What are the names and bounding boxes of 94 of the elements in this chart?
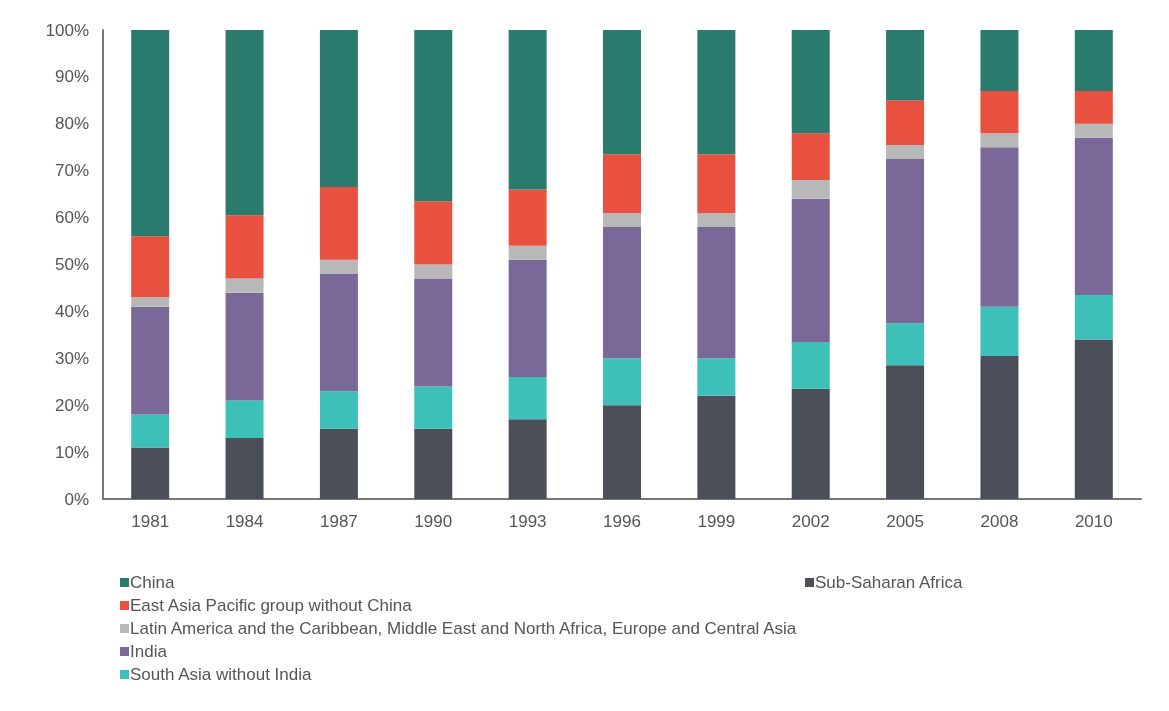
bar — [131, 30, 170, 237]
bar — [791, 133, 830, 181]
bar — [1074, 137, 1113, 295]
bar — [131, 236, 170, 298]
bar — [791, 180, 830, 199]
bar — [980, 30, 1019, 91]
bar — [225, 400, 264, 439]
bar — [980, 133, 1019, 148]
bar — [980, 147, 1019, 307]
y-tick-label: 10% — [54, 442, 89, 462]
bar — [697, 30, 736, 155]
bar — [508, 189, 547, 246]
bar — [886, 30, 925, 101]
bar — [319, 428, 358, 499]
bar — [225, 215, 264, 279]
bar — [697, 358, 736, 396]
bar — [508, 30, 547, 190]
bar — [603, 226, 641, 359]
bar — [980, 355, 1019, 499]
bar — [697, 226, 736, 359]
bar — [980, 306, 1019, 356]
y-tick-label: 70% — [54, 161, 89, 181]
bar — [603, 30, 641, 155]
bar — [319, 273, 358, 392]
x-tick-label: 1984 — [225, 512, 264, 531]
bar — [319, 187, 358, 260]
bar — [886, 144, 925, 159]
bar — [225, 278, 264, 293]
legend-label: East Asia Pacific group without China — [130, 596, 413, 615]
bar — [508, 419, 547, 499]
bar — [508, 245, 547, 260]
bar — [414, 264, 453, 279]
bar — [1074, 294, 1113, 340]
bar — [886, 100, 925, 145]
bar — [414, 30, 453, 202]
bar — [131, 306, 170, 415]
bar — [414, 278, 453, 387]
y-tick-label: 100% — [45, 20, 89, 40]
bar — [414, 201, 453, 265]
y-tick-label: 90% — [54, 67, 89, 87]
bar — [980, 90, 1019, 134]
legend-label: Sub-Saharan Africa — [815, 573, 963, 592]
x-tick-label: 1993 — [508, 512, 547, 531]
bar — [697, 212, 736, 227]
bar — [414, 386, 453, 429]
bar — [225, 438, 264, 499]
bar — [225, 30, 264, 216]
legend-label: Latin America and the Caribbean, Middle East and North Africa, Europe and Central Asia — [130, 619, 797, 638]
bar — [603, 212, 641, 227]
y-tick-label: 0% — [64, 489, 89, 509]
bar — [791, 388, 830, 499]
bar — [603, 405, 641, 499]
bar — [319, 30, 358, 188]
bar — [886, 158, 925, 324]
bar — [697, 154, 736, 213]
y-tick-label: 20% — [54, 395, 89, 415]
bar — [414, 428, 453, 499]
x-tick-label: 2002 — [791, 512, 830, 531]
bar — [508, 377, 547, 420]
x-tick-label: 1990 — [414, 512, 453, 531]
x-tick-label: 1999 — [697, 512, 736, 531]
bar — [131, 414, 170, 448]
x-tick-label: 2008 — [980, 512, 1019, 531]
y-tick-label: 50% — [54, 255, 89, 274]
bar — [319, 391, 358, 429]
bar — [886, 323, 925, 366]
bar — [319, 259, 358, 274]
bar — [791, 341, 830, 389]
legend-label: South Asia without India — [130, 665, 312, 684]
x-tick-label: 2010 — [1074, 512, 1113, 531]
legend-label: China — [130, 573, 175, 592]
bar — [791, 198, 830, 342]
bar — [603, 358, 641, 406]
bar — [508, 259, 547, 378]
bar — [1074, 123, 1113, 138]
y-tick-label: 80% — [54, 114, 89, 134]
bar — [886, 365, 925, 499]
y-tick-label: 30% — [54, 348, 89, 368]
x-tick-label: 1996 — [603, 512, 641, 531]
x-tick-label: 1981 — [131, 512, 170, 531]
bar — [1074, 90, 1113, 124]
bar — [603, 154, 641, 213]
x-tick-label: 1987 — [320, 512, 358, 531]
x-tick-label: 2005 — [886, 512, 924, 531]
bar — [1074, 339, 1113, 499]
legend-label: India — [130, 642, 168, 661]
bar — [131, 447, 170, 499]
bar — [1074, 30, 1113, 91]
y-tick-label: 60% — [54, 208, 89, 228]
bar — [131, 297, 170, 307]
bar — [791, 30, 830, 134]
bar — [697, 395, 736, 499]
bar — [225, 292, 264, 401]
y-tick-label: 40% — [54, 301, 89, 321]
